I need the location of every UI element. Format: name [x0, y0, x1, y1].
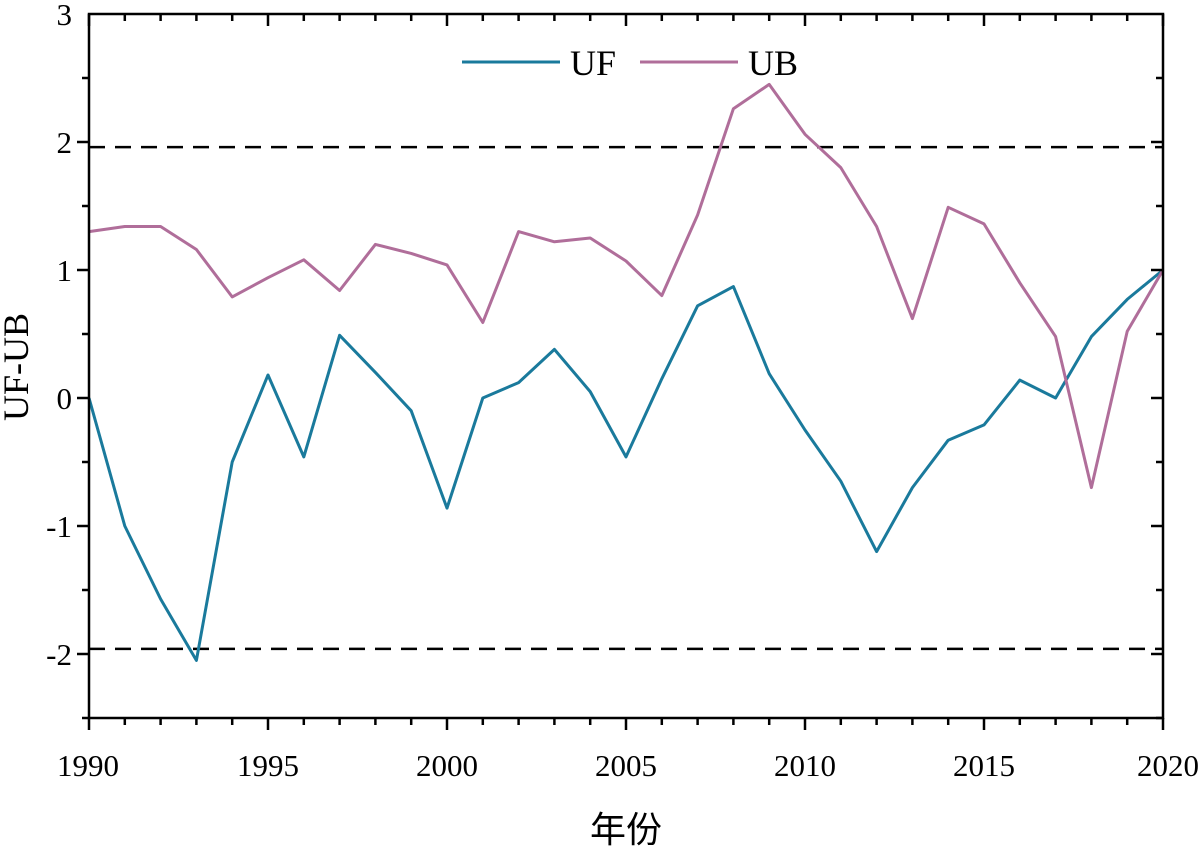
- x-tick-label: 1990: [57, 748, 119, 783]
- axis-ticks: [77, 14, 1165, 730]
- y-tick-label: -2: [46, 637, 72, 672]
- y-tick-label: 0: [57, 381, 73, 416]
- x-tick-label: 2010: [774, 748, 836, 783]
- x-axis-title: 年份: [590, 810, 662, 850]
- series-lines: [87, 82, 1165, 662]
- y-tick-label: 1: [57, 253, 73, 288]
- legend-label-uf: UF: [570, 43, 616, 83]
- series-line-uf: [87, 268, 1164, 662]
- x-tick-label: 2000: [416, 748, 478, 783]
- tick-labels: 1990 1995 2000 2005 2010 2015 2020 -2 -1 0 1 2 3: [46, 0, 1199, 783]
- x-tick-label: 1995: [237, 748, 299, 783]
- y-axis-title: UF-UB: [0, 313, 36, 421]
- y-tick-label: 2: [57, 125, 73, 160]
- x-tick-label: 2005: [595, 748, 657, 783]
- x-tick-label: 2020: [1137, 748, 1199, 783]
- legend-label-ub: UB: [748, 43, 798, 83]
- legend: UF UB: [462, 43, 798, 83]
- series-line-ub: [88, 82, 1165, 490]
- plot-frame: [87, 12, 1165, 720]
- y-tick-label: -1: [46, 509, 72, 544]
- y-tick-label: 3: [57, 0, 73, 32]
- x-tick-label: 2015: [953, 748, 1015, 783]
- reference-lines: [89, 145, 1163, 651]
